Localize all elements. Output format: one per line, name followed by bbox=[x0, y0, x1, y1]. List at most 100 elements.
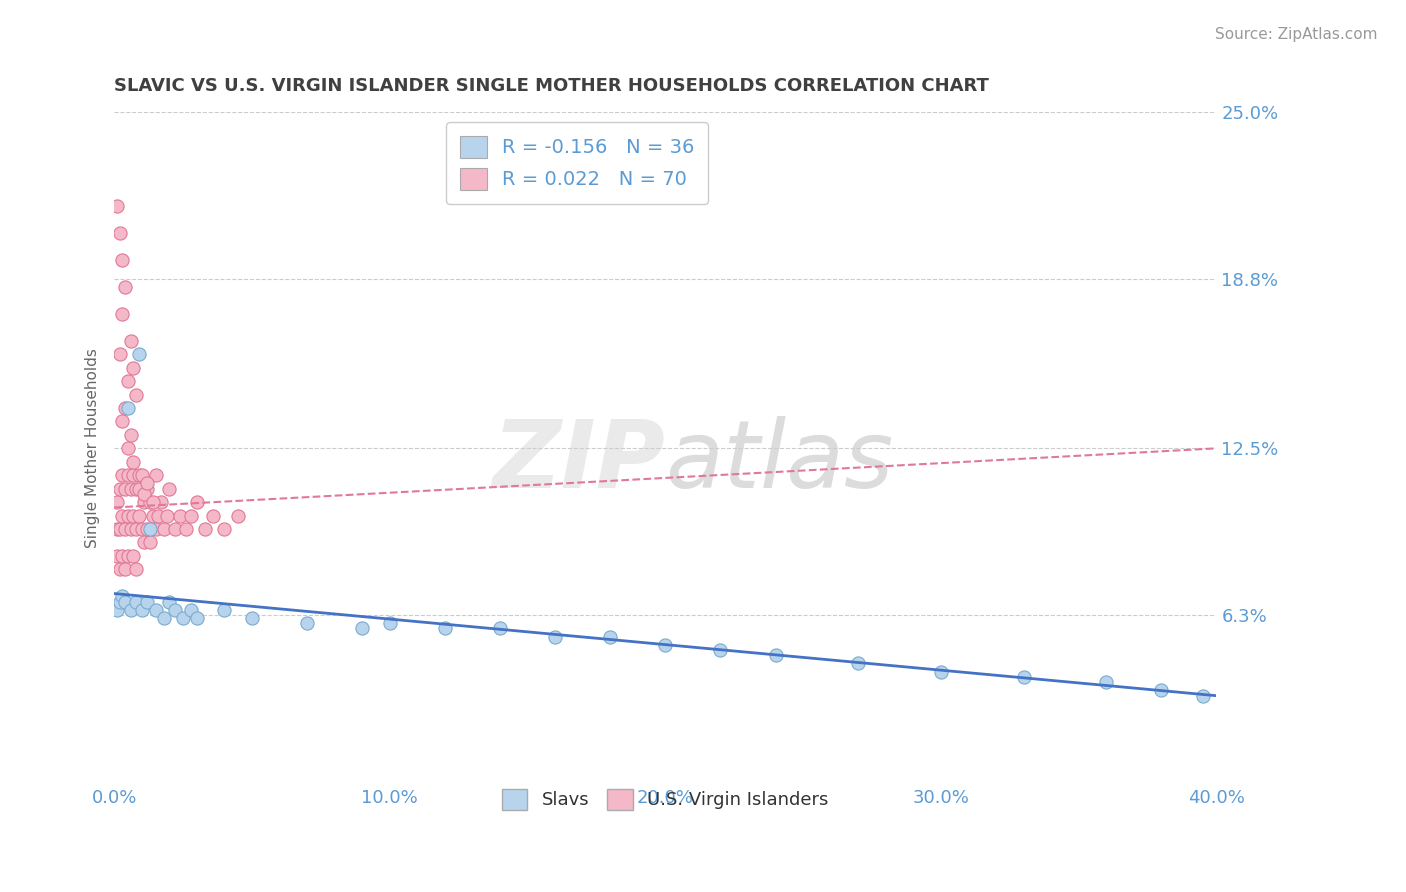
Point bbox=[240, 611, 263, 625]
Point bbox=[136, 482, 159, 496]
Point bbox=[111, 508, 134, 523]
Point bbox=[111, 589, 134, 603]
Point bbox=[131, 602, 153, 616]
Point bbox=[145, 522, 167, 536]
Point bbox=[186, 495, 208, 509]
Point bbox=[136, 476, 159, 491]
Point bbox=[120, 602, 142, 616]
Point bbox=[134, 487, 156, 501]
Point bbox=[295, 616, 318, 631]
Point bbox=[163, 602, 186, 616]
Text: ZIP: ZIP bbox=[492, 416, 665, 508]
Point bbox=[169, 508, 191, 523]
Point bbox=[111, 468, 134, 483]
Legend: Slavs, U.S. Virgin Islanders: Slavs, U.S. Virgin Islanders bbox=[489, 776, 841, 822]
Point bbox=[654, 638, 676, 652]
Point bbox=[111, 307, 134, 321]
Point bbox=[108, 594, 131, 608]
Point bbox=[145, 602, 167, 616]
Point bbox=[122, 549, 145, 563]
Point bbox=[111, 549, 134, 563]
Point bbox=[131, 482, 153, 496]
Point bbox=[108, 227, 131, 241]
Point bbox=[105, 549, 128, 563]
Point bbox=[117, 374, 139, 388]
Point bbox=[163, 522, 186, 536]
Point bbox=[214, 522, 236, 536]
Point bbox=[1012, 670, 1035, 684]
Point bbox=[108, 562, 131, 576]
Point bbox=[765, 648, 787, 663]
Point bbox=[122, 360, 145, 375]
Point bbox=[128, 347, 150, 361]
Point bbox=[352, 622, 374, 636]
Point bbox=[709, 643, 731, 657]
Point bbox=[125, 522, 148, 536]
Point bbox=[202, 508, 225, 523]
Point bbox=[117, 468, 139, 483]
Point bbox=[125, 482, 148, 496]
Point bbox=[111, 253, 134, 268]
Point bbox=[929, 665, 952, 679]
Point bbox=[226, 508, 249, 523]
Point bbox=[148, 508, 170, 523]
Point bbox=[155, 508, 177, 523]
Text: SLAVIC VS U.S. VIRGIN ISLANDER SINGLE MOTHER HOUSEHOLDS CORRELATION CHART: SLAVIC VS U.S. VIRGIN ISLANDER SINGLE MO… bbox=[114, 78, 988, 95]
Point bbox=[172, 611, 194, 625]
Point bbox=[174, 522, 197, 536]
Point bbox=[128, 482, 150, 496]
Point bbox=[105, 495, 128, 509]
Point bbox=[125, 594, 148, 608]
Point bbox=[114, 482, 136, 496]
Point bbox=[117, 549, 139, 563]
Point bbox=[120, 334, 142, 348]
Point bbox=[157, 482, 180, 496]
Point bbox=[846, 657, 869, 671]
Point bbox=[1150, 683, 1173, 698]
Point bbox=[489, 622, 512, 636]
Point bbox=[114, 562, 136, 576]
Point bbox=[114, 594, 136, 608]
Point bbox=[186, 611, 208, 625]
Point bbox=[142, 495, 165, 509]
Point bbox=[108, 522, 131, 536]
Point bbox=[128, 468, 150, 483]
Point bbox=[139, 522, 162, 536]
Point bbox=[122, 468, 145, 483]
Point bbox=[180, 602, 202, 616]
Point bbox=[1095, 675, 1118, 690]
Point bbox=[139, 535, 162, 549]
Point bbox=[139, 495, 162, 509]
Point bbox=[150, 495, 173, 509]
Point bbox=[120, 522, 142, 536]
Point bbox=[145, 468, 167, 483]
Point bbox=[105, 199, 128, 213]
Point bbox=[194, 522, 217, 536]
Point bbox=[111, 414, 134, 428]
Point bbox=[122, 508, 145, 523]
Point bbox=[108, 347, 131, 361]
Point bbox=[125, 562, 148, 576]
Point bbox=[152, 611, 174, 625]
Point bbox=[134, 535, 156, 549]
Point bbox=[125, 387, 148, 401]
Text: Source: ZipAtlas.com: Source: ZipAtlas.com bbox=[1215, 27, 1378, 42]
Y-axis label: Single Mother Households: Single Mother Households bbox=[86, 349, 100, 549]
Point bbox=[128, 508, 150, 523]
Point bbox=[114, 280, 136, 294]
Point bbox=[599, 630, 621, 644]
Point bbox=[120, 482, 142, 496]
Text: atlas: atlas bbox=[665, 417, 894, 508]
Point bbox=[117, 442, 139, 456]
Point bbox=[105, 522, 128, 536]
Point bbox=[214, 602, 236, 616]
Point bbox=[1191, 689, 1213, 703]
Point bbox=[117, 508, 139, 523]
Point bbox=[136, 594, 159, 608]
Point bbox=[131, 522, 153, 536]
Point bbox=[152, 522, 174, 536]
Point bbox=[120, 428, 142, 442]
Point bbox=[180, 508, 202, 523]
Point bbox=[122, 455, 145, 469]
Point bbox=[105, 602, 128, 616]
